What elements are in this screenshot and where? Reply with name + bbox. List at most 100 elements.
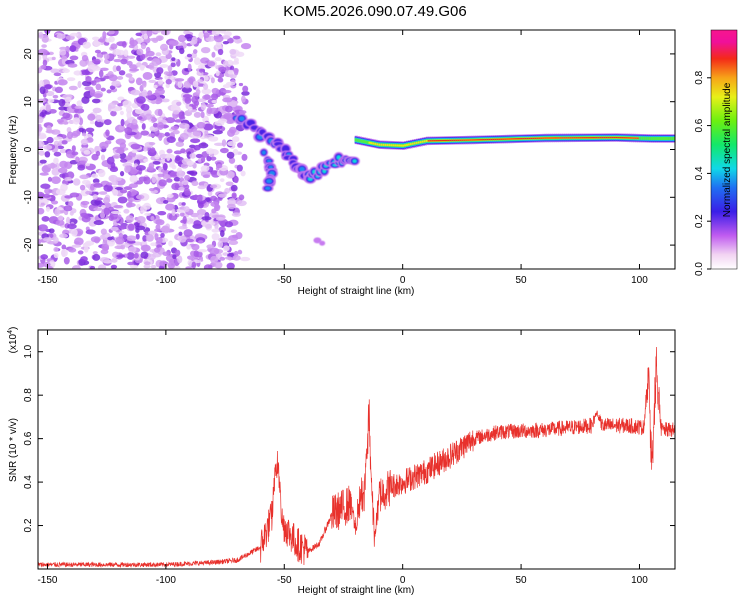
carrier-line-segment [648, 136, 652, 140]
noise-speck [125, 215, 134, 223]
carrier-line-segment [522, 138, 526, 140]
noise-speck [146, 56, 154, 61]
noise-speck [206, 107, 213, 115]
noise-speck [77, 164, 86, 171]
carrier-line-segment [431, 140, 435, 142]
noise-speck [195, 250, 203, 258]
noise-speck [121, 41, 127, 48]
noise-speck [71, 265, 81, 269]
carrier-line-segment [512, 138, 516, 140]
noise-speck [136, 216, 146, 224]
noise-speck [82, 242, 88, 248]
noise-speck [129, 68, 140, 72]
noise-speck [102, 197, 111, 204]
snr-x-tick-label: -50 [277, 575, 292, 586]
carrier-line-segment [615, 137, 619, 138]
noise-speck [112, 65, 118, 73]
colorbar-gradient [710, 29, 738, 270]
noise-speck [91, 98, 101, 104]
noise-speck [97, 264, 107, 269]
carrier-line-segment [376, 143, 380, 146]
noise-speck [112, 188, 119, 197]
noise-speck [201, 156, 206, 163]
noise-speck [196, 208, 207, 216]
chart-title: KOM5.2026.090.07.49.G06 [283, 3, 466, 20]
noise-speck [38, 123, 42, 128]
noise-speck [63, 205, 73, 212]
noise-speck [228, 126, 237, 134]
noise-speck [206, 244, 215, 249]
noise-speck [203, 32, 210, 39]
noise-speck [40, 183, 51, 189]
noise-speck [181, 86, 193, 94]
noise-speck [231, 192, 237, 199]
noise-speck [85, 190, 93, 195]
carrier-line-segment [613, 137, 617, 139]
noise-speck [215, 216, 226, 221]
noise-speck [105, 129, 110, 137]
noise-speck [59, 233, 69, 239]
noise-speck [103, 207, 110, 216]
carrier-line-segment [575, 137, 579, 139]
carrier-line-segment [479, 139, 483, 141]
noise-speck [185, 217, 194, 225]
noise-speck [238, 82, 244, 87]
carrier-line-segment [573, 137, 577, 139]
noise-speck [179, 47, 185, 55]
noise-speck [135, 233, 140, 240]
noise-speck [61, 244, 67, 250]
noise-speck [162, 251, 170, 257]
noise-speck [184, 190, 191, 196]
noise-speck [204, 223, 212, 229]
noise-speck [191, 261, 197, 269]
noise-speck [174, 249, 181, 257]
noise-speck [106, 156, 115, 165]
noise-speck [171, 182, 181, 191]
noise-speck [134, 108, 144, 115]
noise-speck [110, 264, 118, 269]
carrier-line-segment [500, 138, 504, 140]
noise-speck [211, 87, 220, 95]
spectrogram-y-tick-label: 10 [23, 96, 34, 108]
noise-speck [215, 70, 220, 77]
noise-speck [127, 55, 136, 59]
descending-branch-blob [336, 155, 341, 160]
noise-speck [177, 34, 187, 43]
noise-speck [206, 148, 215, 155]
noise-speck [61, 55, 68, 60]
noise-speck [191, 180, 199, 187]
side-branch-blob [264, 186, 271, 191]
noise-speck [177, 209, 186, 213]
noise-speck [120, 244, 126, 250]
noise-speck [232, 35, 241, 40]
snr-x-label: Height of straight line (km) [298, 585, 415, 596]
noise-speck [222, 89, 232, 94]
noise-speck [233, 176, 239, 184]
noise-speck [40, 64, 47, 70]
carrier-line-segment [384, 143, 388, 146]
carrier-line-segment [437, 140, 441, 142]
carrier-line-segment [571, 137, 575, 139]
noise-speck [46, 98, 55, 103]
carrier-line-segment [407, 143, 412, 146]
noise-speck [219, 237, 230, 243]
carrier-line-segment [492, 138, 497, 140]
noise-speck [202, 94, 212, 100]
noise-speck [74, 107, 85, 114]
noise-speck [142, 89, 148, 98]
noise-speck [45, 129, 55, 134]
carrier-line-segment [589, 137, 593, 139]
noise-speck [230, 184, 238, 192]
snr-x-tick-label: -150 [37, 575, 57, 586]
noise-speck [141, 123, 146, 130]
noise-speck [191, 95, 199, 104]
noise-speck [79, 174, 89, 180]
carrier-line-segment [427, 140, 431, 142]
noise-speck [60, 249, 68, 257]
noise-speck [204, 75, 209, 81]
descending-branch-blob [299, 166, 305, 172]
noise-speck [142, 82, 147, 88]
noise-speck [126, 251, 135, 260]
noise-speck [90, 199, 101, 206]
noise-speck [117, 55, 123, 59]
